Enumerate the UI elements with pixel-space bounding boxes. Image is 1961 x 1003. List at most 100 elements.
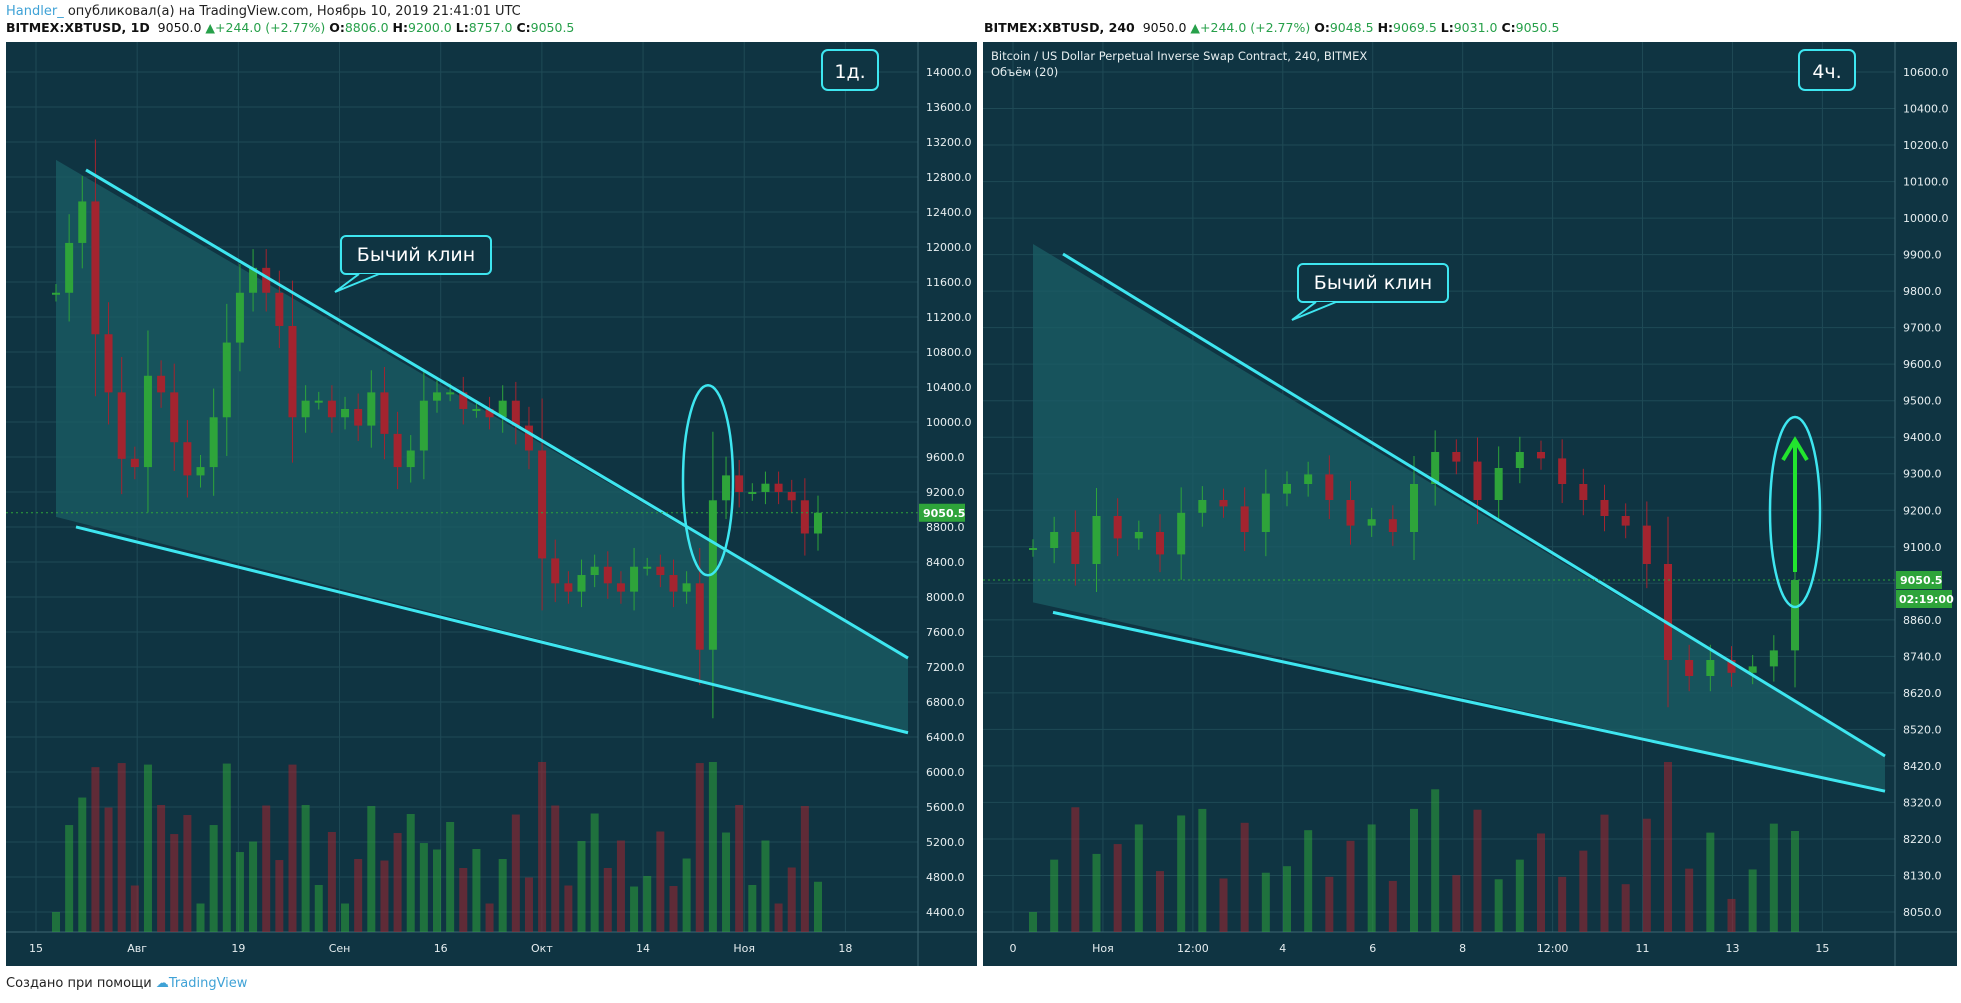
candle-body bbox=[1134, 532, 1143, 539]
y-tick-label: 12000.0 bbox=[926, 241, 972, 254]
candle-body bbox=[301, 400, 310, 418]
candle-body bbox=[656, 566, 665, 576]
candle-body bbox=[787, 492, 796, 501]
x-tick-label: 19 bbox=[231, 942, 245, 955]
candle-body bbox=[52, 292, 60, 295]
open-value: 9048.5 bbox=[1329, 20, 1374, 35]
volume-bar bbox=[196, 903, 205, 932]
y-tick-label: 4400.0 bbox=[926, 906, 965, 919]
volume-bar bbox=[393, 833, 402, 932]
candle-body bbox=[1494, 468, 1503, 500]
candle-body bbox=[1240, 506, 1249, 532]
volume-bar bbox=[1240, 822, 1249, 932]
candle-body bbox=[459, 392, 468, 409]
breakout-arrow-head bbox=[1781, 436, 1809, 462]
candle-body bbox=[1473, 461, 1482, 500]
high-value: 9069.5 bbox=[1393, 20, 1437, 35]
volume-bar bbox=[406, 814, 415, 932]
indicator-label: Объём (20) bbox=[991, 65, 1058, 79]
candle-body bbox=[1304, 474, 1313, 484]
candle-body bbox=[367, 392, 376, 426]
candle-body bbox=[1664, 564, 1672, 660]
y-tick-label: 8220.0 bbox=[1903, 833, 1942, 846]
ohlc-bar-left: BITMEX:XBTUSD, 1D 9050.0 ▲+244.0 (+2.77%… bbox=[6, 20, 574, 35]
volume-bar bbox=[1791, 831, 1799, 932]
wedge-lower-line bbox=[1052, 610, 1886, 793]
volume-bar bbox=[1664, 762, 1672, 932]
candle-body bbox=[1791, 580, 1799, 651]
x-tick-label: Ноя bbox=[1092, 942, 1114, 955]
candle-body bbox=[1748, 666, 1757, 673]
candle-body bbox=[406, 450, 415, 468]
volume-bar bbox=[275, 860, 284, 932]
y-tick-label: 13600.0 bbox=[926, 101, 972, 114]
candle-body bbox=[341, 408, 350, 418]
volume-bar bbox=[748, 885, 757, 932]
volume-bar bbox=[577, 841, 586, 932]
volume-bar bbox=[524, 877, 533, 932]
candle-body bbox=[393, 433, 402, 468]
y-tick-label: 10600.0 bbox=[1903, 66, 1949, 79]
tradingview-logo-icon[interactable]: ☁ bbox=[155, 976, 169, 991]
timeframe-badge-label: 1д. bbox=[834, 61, 865, 83]
candle-body bbox=[524, 425, 533, 451]
y-tick-label: 9900.0 bbox=[1903, 249, 1942, 262]
footer: Создано при помощи ☁TradingView bbox=[6, 976, 247, 991]
countdown-bg bbox=[1896, 590, 1952, 608]
volume-bar bbox=[446, 822, 455, 932]
wedge-area bbox=[1033, 244, 1885, 792]
chart-canvas-daily[interactable]: 14000.0 13600.0 13200.0 12800.0 12400.0 12000… bbox=[6, 42, 977, 966]
candle-body bbox=[1727, 660, 1736, 673]
volume-bar bbox=[314, 885, 323, 932]
volume-bar bbox=[288, 764, 297, 932]
candle-body bbox=[1685, 660, 1694, 676]
volume-bar bbox=[341, 903, 350, 932]
volume-bar bbox=[1198, 808, 1207, 932]
volume-bar bbox=[433, 849, 441, 932]
y-tick-label: 12400.0 bbox=[926, 206, 972, 219]
candle-body bbox=[1706, 660, 1715, 676]
volume-bar bbox=[1452, 875, 1461, 932]
close-value: 9050.5 bbox=[530, 20, 575, 35]
volume-bar bbox=[65, 825, 74, 932]
volume-bar bbox=[498, 859, 507, 932]
low-label: L: bbox=[455, 20, 469, 35]
author-link[interactable]: Handler_ bbox=[6, 4, 64, 19]
candle-body bbox=[1177, 512, 1186, 555]
candle-body bbox=[65, 242, 74, 293]
chart-panel-daily[interactable]: 14000.0 13600.0 13200.0 12800.0 12400.0 12000… bbox=[6, 42, 977, 966]
y-tick-label: 8520.0 bbox=[1903, 723, 1942, 736]
candle-body bbox=[590, 566, 599, 576]
volume-bar bbox=[1388, 880, 1397, 932]
volume-bar bbox=[91, 767, 100, 932]
candle-body bbox=[1600, 500, 1609, 516]
candle-body bbox=[1346, 500, 1355, 526]
x-tick-label: 12:00 bbox=[1177, 942, 1209, 955]
candle-body bbox=[485, 408, 494, 418]
y-tick-label: 12800.0 bbox=[926, 171, 972, 184]
y-tick-label: 10000.0 bbox=[1903, 212, 1949, 225]
high-value: 9200.0 bbox=[408, 20, 452, 35]
open-label: O: bbox=[329, 20, 345, 35]
candle-body bbox=[472, 408, 481, 411]
volume-bar bbox=[761, 840, 770, 932]
volume-bar bbox=[1346, 840, 1355, 932]
y-tick-label: 7200.0 bbox=[926, 661, 965, 674]
candle-body bbox=[314, 400, 323, 403]
volume-bar bbox=[1261, 872, 1270, 932]
y-tick-label: 11200.0 bbox=[926, 311, 972, 324]
tradingview-link[interactable]: TradingView bbox=[168, 976, 248, 991]
volume-bar bbox=[814, 881, 822, 932]
timeframe-badge bbox=[821, 49, 879, 91]
chart-panel-4h[interactable]: 10600.0 10400.0 10200.0 10100.0 10000.0 9900.… bbox=[983, 42, 1957, 966]
y-tick-label: 8400.0 bbox=[926, 556, 965, 569]
volume-bar bbox=[157, 805, 166, 932]
chart-canvas-4h[interactable]: 10600.0 10400.0 10200.0 10100.0 10000.0 9900.… bbox=[983, 42, 1957, 966]
y-tick-label: 9700.0 bbox=[1903, 322, 1942, 335]
x-tick-label: 15 bbox=[1815, 942, 1829, 955]
volume-bar bbox=[735, 805, 744, 932]
candle-body bbox=[196, 467, 205, 476]
volume-bar bbox=[1537, 833, 1545, 932]
annotation-pointer bbox=[334, 273, 380, 293]
low-label: L: bbox=[1440, 20, 1454, 35]
